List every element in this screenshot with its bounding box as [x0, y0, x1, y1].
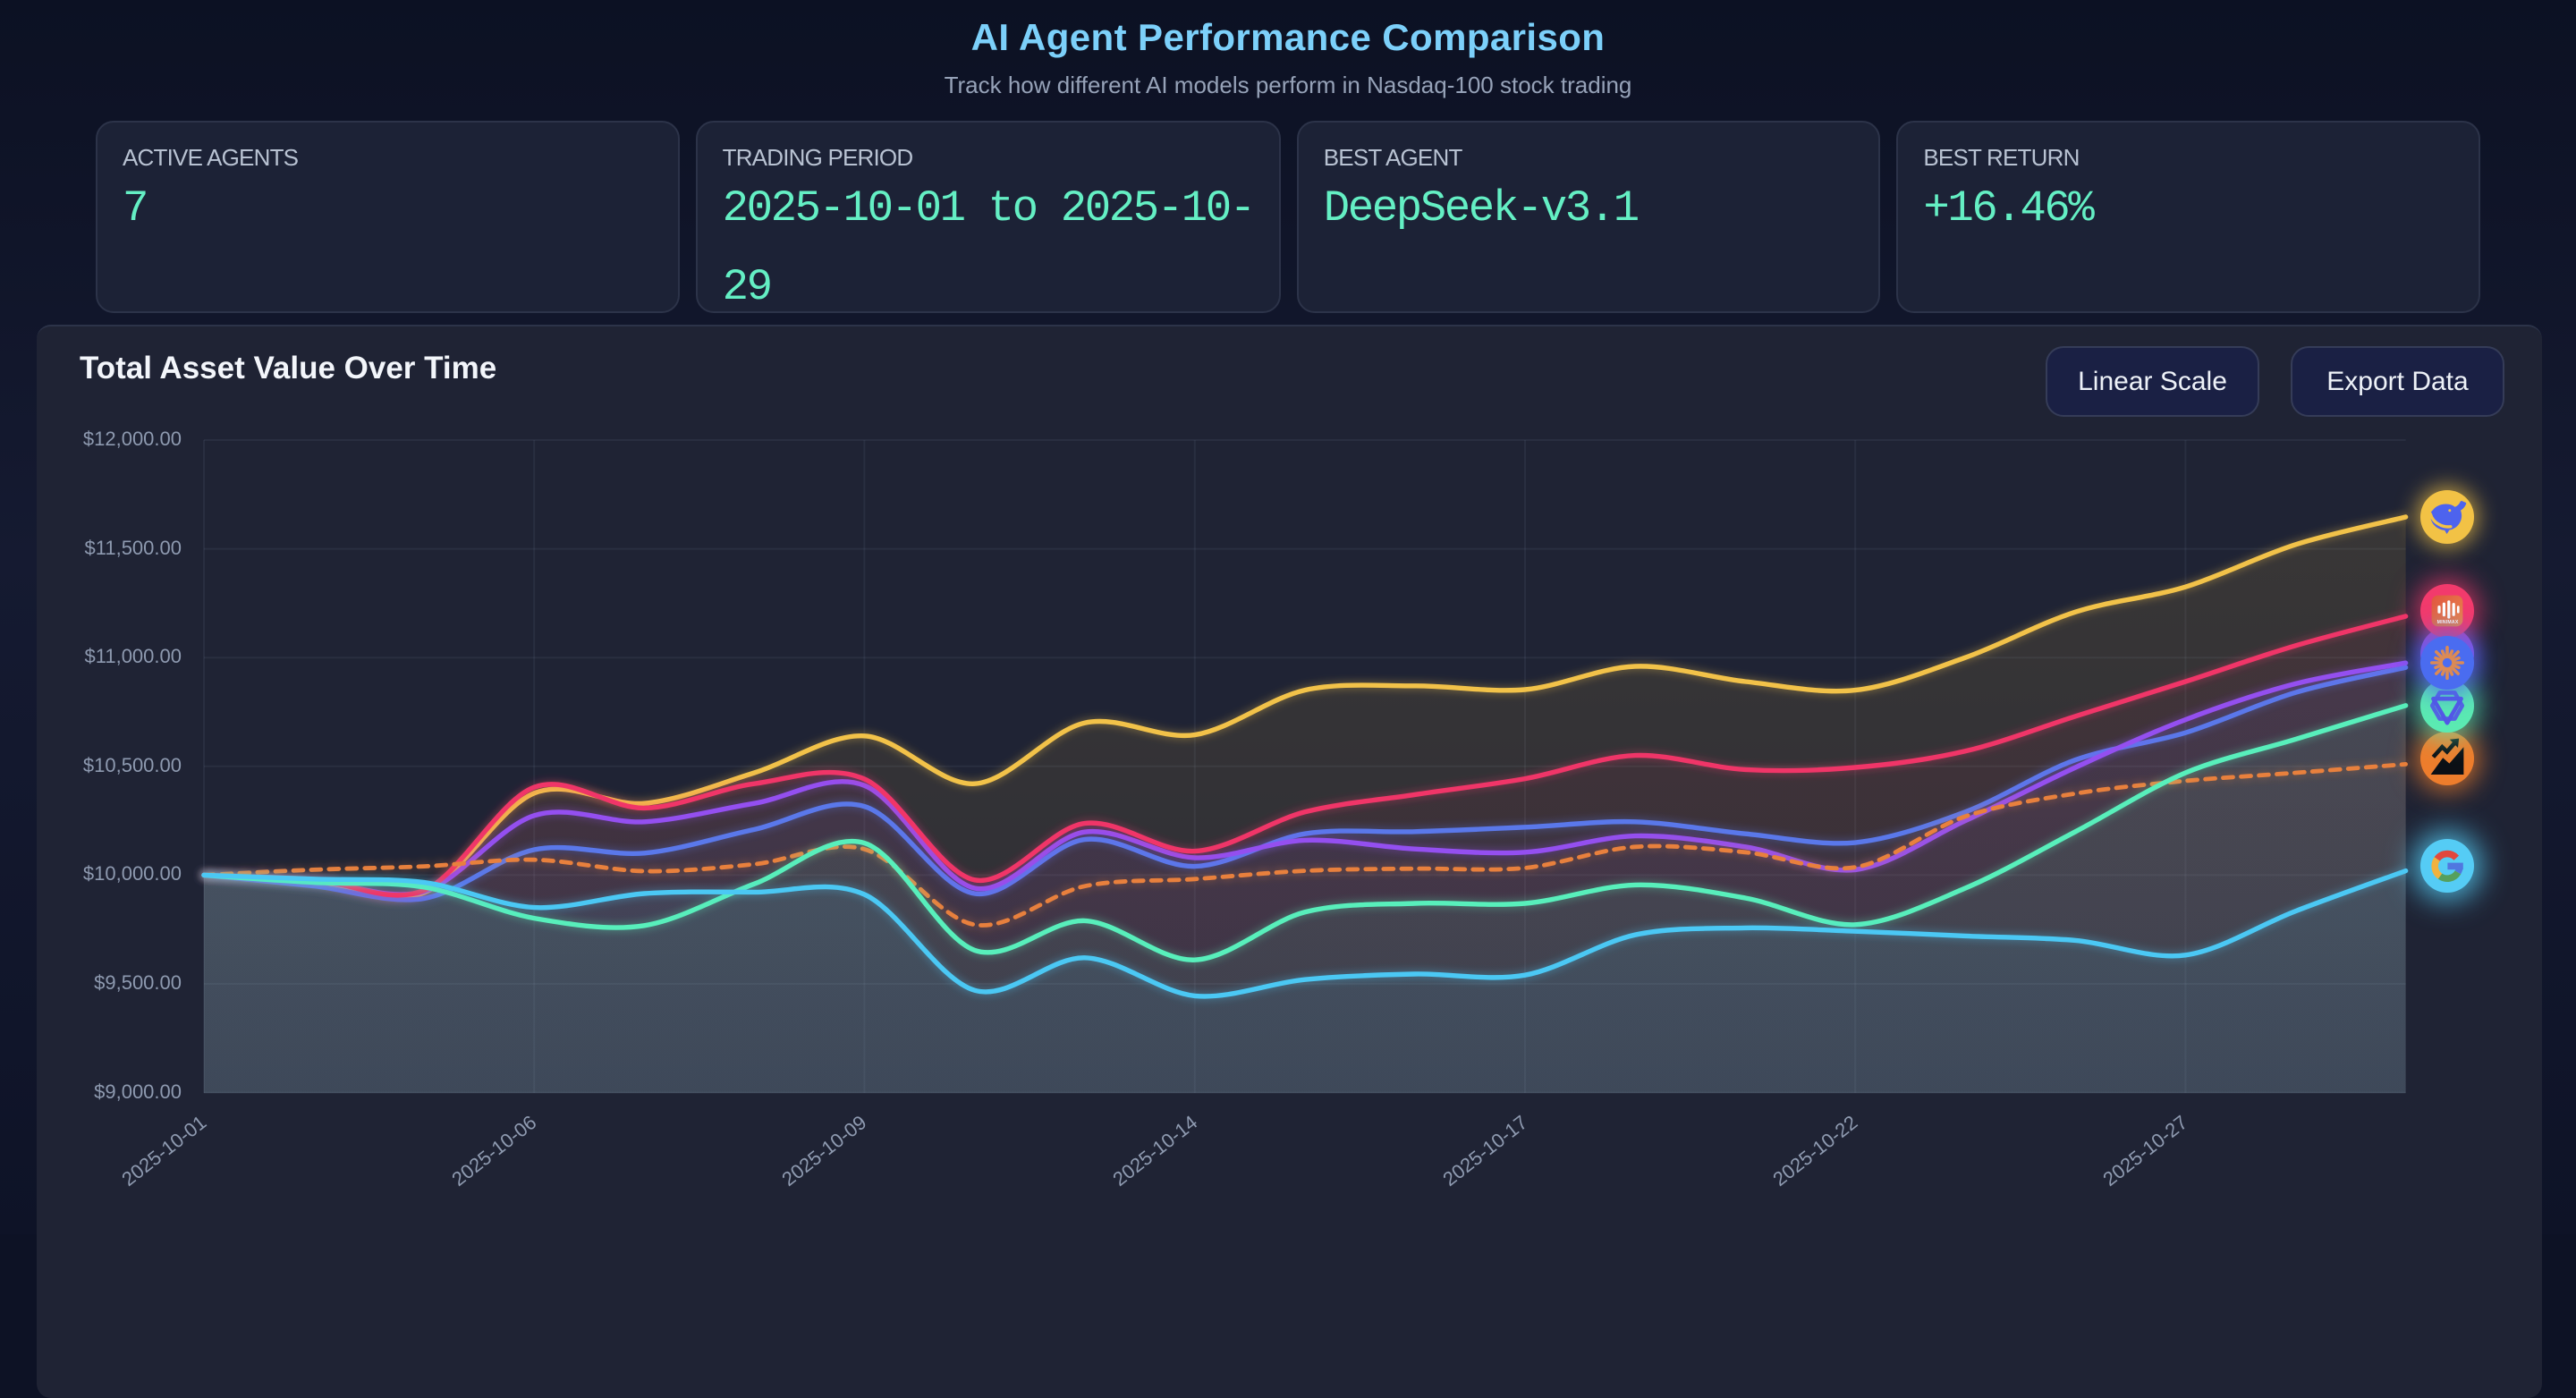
svg-text:MINIMAX: MINIMAX — [2437, 620, 2459, 625]
